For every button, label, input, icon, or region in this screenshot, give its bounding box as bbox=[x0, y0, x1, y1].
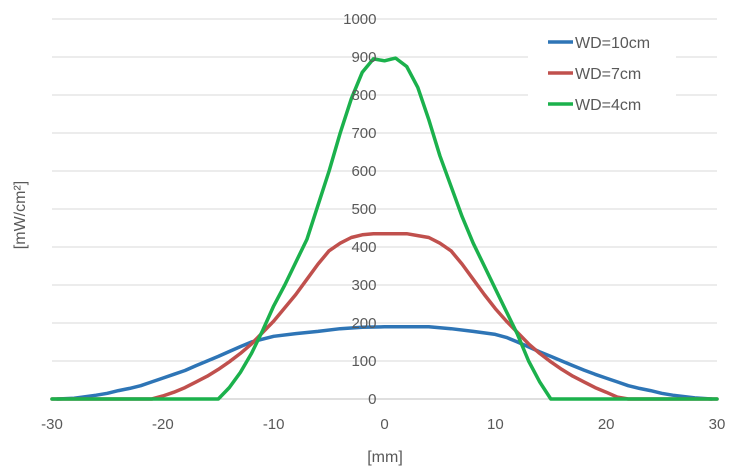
x-tick-label-0: -30 bbox=[41, 416, 63, 433]
series-lines bbox=[50, 56, 719, 401]
y-axis-title: [mW/cm²] bbox=[12, 181, 29, 249]
x-tick-label-2: -10 bbox=[263, 416, 285, 433]
y-tick-label-0: 0 bbox=[368, 391, 376, 408]
y-tick-label-2: 200 bbox=[351, 315, 376, 332]
y-tick-label-8: 800 bbox=[351, 87, 376, 104]
x-tick-label-6: 30 bbox=[709, 416, 726, 433]
x-tick-label-4: 10 bbox=[487, 416, 504, 433]
y-tick-label-7: 700 bbox=[351, 125, 376, 142]
series-line-0 bbox=[55, 325, 714, 401]
x-axis-ticks: -30 -20 -10 0 10 20 30 bbox=[41, 416, 725, 433]
legend-label-1: WD=7cm bbox=[575, 66, 641, 83]
y-tick-label-4: 400 bbox=[351, 239, 376, 256]
series-line-1 bbox=[50, 231, 719, 401]
x-axis-title: [mm] bbox=[367, 449, 403, 466]
x-tick-label-3: 0 bbox=[380, 416, 388, 433]
x-tick-label-1: -20 bbox=[152, 416, 174, 433]
y-tick-label-6: 600 bbox=[351, 163, 376, 180]
y-tick-label-5: 500 bbox=[351, 201, 376, 218]
legend: WD=10cm WD=7cm WD=4cm bbox=[528, 26, 676, 124]
legend-label-2: WD=4cm bbox=[575, 97, 641, 114]
series-line-2 bbox=[50, 56, 719, 401]
y-tick-label-3: 300 bbox=[351, 277, 376, 294]
y-tick-label-10: 1000 bbox=[343, 11, 376, 28]
y-axis-ticks: 0 100 200 300 400 500 600 700 800 900 1000 bbox=[343, 11, 376, 408]
x-tick-label-5: 20 bbox=[598, 416, 615, 433]
y-tick-label-9: 900 bbox=[351, 49, 376, 66]
y-tick-label-1: 100 bbox=[351, 353, 376, 370]
legend-label-0: WD=10cm bbox=[575, 35, 650, 52]
